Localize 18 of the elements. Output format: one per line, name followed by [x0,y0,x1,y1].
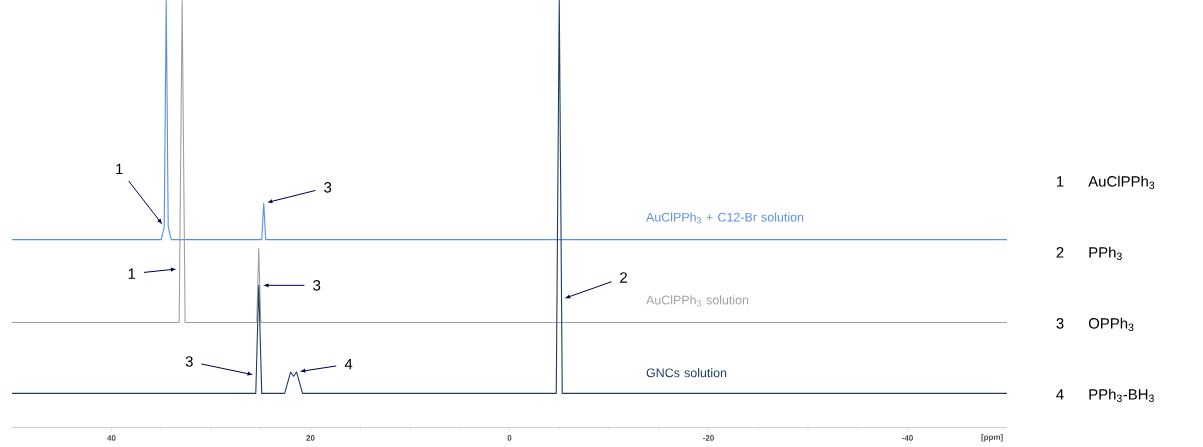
text: PPh$_{3}$ [1089,246,1122,261]
text: 1 [1056,176,1064,187]
annotation: 1 [116,163,123,175]
text: 3 [1056,318,1064,329]
text: PPh$_{3}$-BH$_{3}$ [1089,388,1154,403]
annotation: 3 [185,356,193,367]
text: OPPh$_{3}$ [1088,317,1134,332]
text: AuClPPh$_{3}$ [1088,175,1155,190]
annotation: 2 [620,272,627,283]
series-label: AuClPPh$_{3}$ + C12-Br solution [646,212,804,224]
annotation: 1 [128,268,136,280]
text: 2 [1056,247,1064,258]
series-label: AuClPPh$_{3}$ solution [646,295,749,307]
annotation: 3 [313,280,321,291]
annotation: 3 [324,182,332,193]
annotation: 4 [344,359,353,370]
series-label: GNCs solution [646,368,727,378]
text: 4 [1056,389,1064,400]
